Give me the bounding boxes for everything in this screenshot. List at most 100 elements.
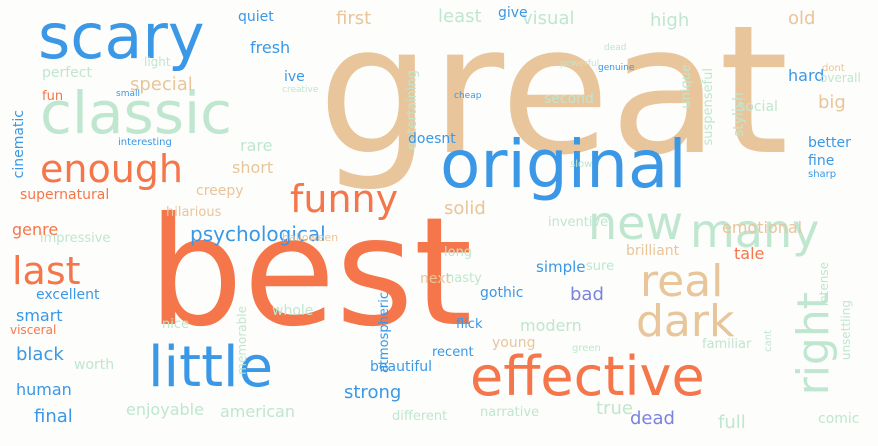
cloud-word-halloween: halloween xyxy=(282,231,339,244)
cloud-word-supernatural: supernatural xyxy=(20,187,110,203)
cloud-word-doesnt: doesnt xyxy=(408,131,456,147)
cloud-word-social: social xyxy=(738,99,778,115)
cloud-word-effective: effective xyxy=(470,345,705,408)
cloud-word-new: new xyxy=(588,196,684,250)
cloud-word-cheap: cheap xyxy=(454,91,482,101)
cloud-word-psychological: psychological xyxy=(190,222,326,246)
cloud-word-high: high xyxy=(650,10,690,31)
cloud-word-sure: sure xyxy=(586,259,615,274)
cloud-word-fresh: fresh xyxy=(250,38,291,57)
cloud-word-first: first xyxy=(336,8,372,29)
cloud-word-creative: creative xyxy=(282,85,319,95)
cloud-word-cant: cant xyxy=(763,330,774,352)
cloud-word-tale: tale xyxy=(734,244,765,263)
cloud-word-green: green xyxy=(572,343,601,354)
cloud-word-great: great xyxy=(318,0,789,194)
cloud-word-best: best xyxy=(148,186,473,360)
cloud-word-dark: dark xyxy=(636,296,735,347)
cloud-word-nasty: nasty xyxy=(446,271,482,286)
cloud-word-emotional: emotional xyxy=(722,218,803,237)
cloud-word-familiar: familiar xyxy=(702,337,752,352)
cloud-word-whole: whole xyxy=(272,303,314,319)
cloud-word-genre: genre xyxy=(12,220,59,239)
cloud-word-better: better xyxy=(808,135,851,151)
cloud-word-brilliant: brilliant xyxy=(626,243,680,259)
cloud-word-fine: fine xyxy=(808,153,835,169)
cloud-word-human: human xyxy=(16,380,72,399)
cloud-word-flick: flick xyxy=(456,317,483,332)
cloud-word-hilarious: hilarious xyxy=(166,205,222,220)
cloud-word-powerful: powerful xyxy=(560,59,600,69)
cloud-word-beautiful: beautiful xyxy=(370,359,433,375)
cloud-word-last: last xyxy=(12,249,81,293)
cloud-word-bad: bad xyxy=(570,284,604,305)
cloud-word-american: american xyxy=(220,402,295,421)
cloud-word-long: long xyxy=(444,245,473,260)
cloud-word-different: different xyxy=(392,409,448,424)
cloud-word-slow: slow xyxy=(570,159,593,170)
cloud-word-light: light xyxy=(144,55,171,69)
cloud-word-next: next xyxy=(420,271,452,287)
cloud-word-inventive: inventive xyxy=(548,215,609,230)
cloud-word-hard: hard xyxy=(788,66,825,85)
cloud-word-modern: modern xyxy=(520,316,582,335)
cloud-word-enough: enough xyxy=(40,147,184,191)
cloud-word-black: black xyxy=(16,344,64,365)
cloud-word-full: full xyxy=(718,412,746,433)
cloud-word-sharp: sharp xyxy=(808,169,837,180)
cloud-word-cinematic: cinematic xyxy=(11,110,27,179)
cloud-word-funny: funny xyxy=(290,177,399,221)
cloud-word-creepy: creepy xyxy=(196,183,244,199)
cloud-word-quiet: quiet xyxy=(238,9,274,25)
cloud-word-give: give xyxy=(498,5,528,21)
cloud-word-dont: dont xyxy=(822,63,845,74)
cloud-word-rare: rare xyxy=(240,136,273,155)
cloud-word-genuine: genuine xyxy=(598,63,635,73)
cloud-word-original: original xyxy=(440,126,687,203)
cloud-word-unsettling: unsettling xyxy=(839,300,853,361)
cloud-word-second: second xyxy=(544,91,594,107)
cloud-word-fun: fun xyxy=(42,89,64,104)
cloud-word-special: special xyxy=(130,74,193,95)
cloud-word-recent: recent xyxy=(432,345,474,360)
cloud-word-enjoyable: enjoyable xyxy=(126,400,204,419)
cloud-word-visceral: visceral xyxy=(10,323,57,337)
cloud-word-dead: dead xyxy=(604,43,627,53)
cloud-word-perfect: perfect xyxy=(42,65,92,81)
cloud-word-many: many xyxy=(690,204,820,258)
cloud-word-smart: smart xyxy=(16,306,63,325)
cloud-word-right: right xyxy=(788,292,839,396)
cloud-word-solid: solid xyxy=(444,198,486,219)
cloud-word-gothic: gothic xyxy=(480,285,524,301)
cloud-word-classic: classic xyxy=(40,79,232,147)
cloud-word-least: least xyxy=(438,6,482,27)
cloud-word-final: final xyxy=(34,406,73,427)
cloud-word-small: small xyxy=(116,89,140,99)
cloud-word-old: old xyxy=(788,8,816,29)
cloud-word-comic: comic xyxy=(818,411,860,427)
cloud-word-big: big xyxy=(818,92,846,113)
cloud-word-visual: visual xyxy=(522,8,575,29)
cloud-word-unique: unique xyxy=(679,64,694,109)
cloud-word-memorable: memorable xyxy=(235,306,249,375)
cloud-word-overall: overall xyxy=(820,71,861,85)
cloud-word-dead: dead xyxy=(630,408,675,429)
cloud-word-worth: worth xyxy=(74,357,115,373)
cloud-word-scary: scary xyxy=(38,0,205,73)
cloud-word-real: real xyxy=(640,256,724,307)
cloud-word-impressive: impressive xyxy=(40,231,111,246)
cloud-word-intense: intense xyxy=(817,262,831,307)
cloud-word-young: young xyxy=(492,335,536,351)
cloud-word-true: true xyxy=(596,398,633,419)
cloud-word-simple: simple xyxy=(536,258,586,276)
cloud-word-interesting: interesting xyxy=(118,137,172,148)
cloud-word-suspenseful: suspenseful xyxy=(701,68,716,146)
cloud-word-strong: strong xyxy=(344,382,402,403)
cloud-word-little: little xyxy=(148,335,274,400)
cloud-word-ive: ive xyxy=(284,69,305,85)
cloud-word-short: short xyxy=(232,158,274,177)
cloud-word-nice: nice xyxy=(162,317,189,332)
cloud-word-narrative: narrative xyxy=(480,405,540,420)
cloud-word-excellent: excellent xyxy=(36,287,100,303)
